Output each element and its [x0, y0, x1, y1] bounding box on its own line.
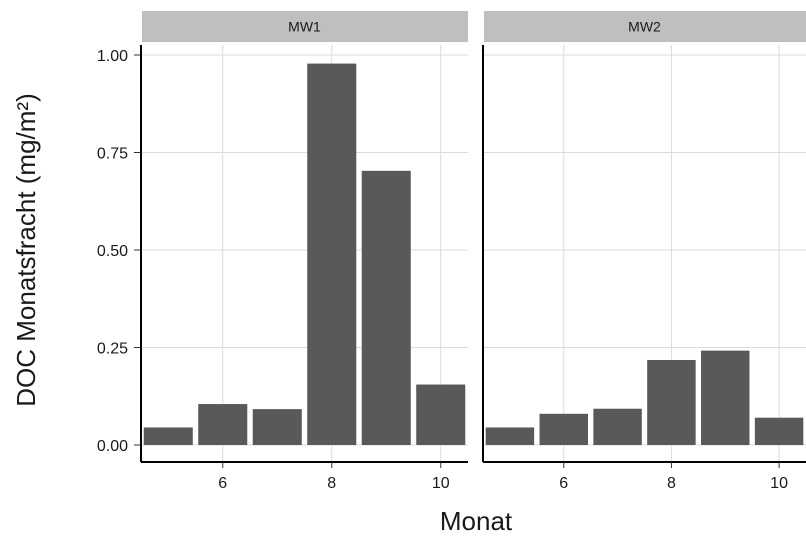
y-axis: 0.00 0.25 0.50 0.75 1.00 — [97, 48, 140, 455]
bar — [252, 409, 302, 445]
x-tick-label: 10 — [432, 475, 450, 492]
bar — [143, 427, 193, 445]
facet-panel-mw1: MW1 6 8 10 — [140, 11, 468, 492]
bar — [416, 384, 466, 445]
bar — [361, 170, 411, 445]
x-tick-label: 6 — [218, 475, 227, 492]
bar — [539, 413, 588, 445]
bar — [307, 63, 357, 446]
y-tick-label: 0.50 — [97, 243, 128, 260]
y-tick-label: 0.25 — [97, 341, 128, 358]
x-tick-label: 8 — [327, 475, 336, 492]
facet-strip-label: MW2 — [628, 19, 661, 35]
x-tick-label: 10 — [770, 475, 788, 492]
bar — [647, 359, 696, 445]
x-tick-label: 6 — [559, 475, 568, 492]
y-tick-label: 1.00 — [97, 48, 128, 65]
bar — [754, 417, 804, 445]
facet-panel-mw2: MW2 6 8 10 — [482, 11, 806, 492]
facet-strip — [142, 11, 468, 42]
x-tick-label: 8 — [667, 475, 676, 492]
bar — [198, 404, 248, 445]
bar — [485, 427, 535, 445]
facet-strip — [484, 11, 806, 42]
y-axis-title: DOC Monatsfracht (mg/m²) — [11, 93, 41, 407]
y-tick-label: 0.00 — [97, 438, 128, 455]
bar — [593, 408, 642, 445]
facet-strip-label: MW1 — [288, 19, 321, 35]
bar — [701, 350, 750, 445]
facet-panels: MW1 6 8 10 MW2 6 8 10 — [140, 11, 806, 492]
y-tick-label: 0.75 — [97, 146, 128, 163]
x-axis-title: Monat — [440, 506, 513, 536]
